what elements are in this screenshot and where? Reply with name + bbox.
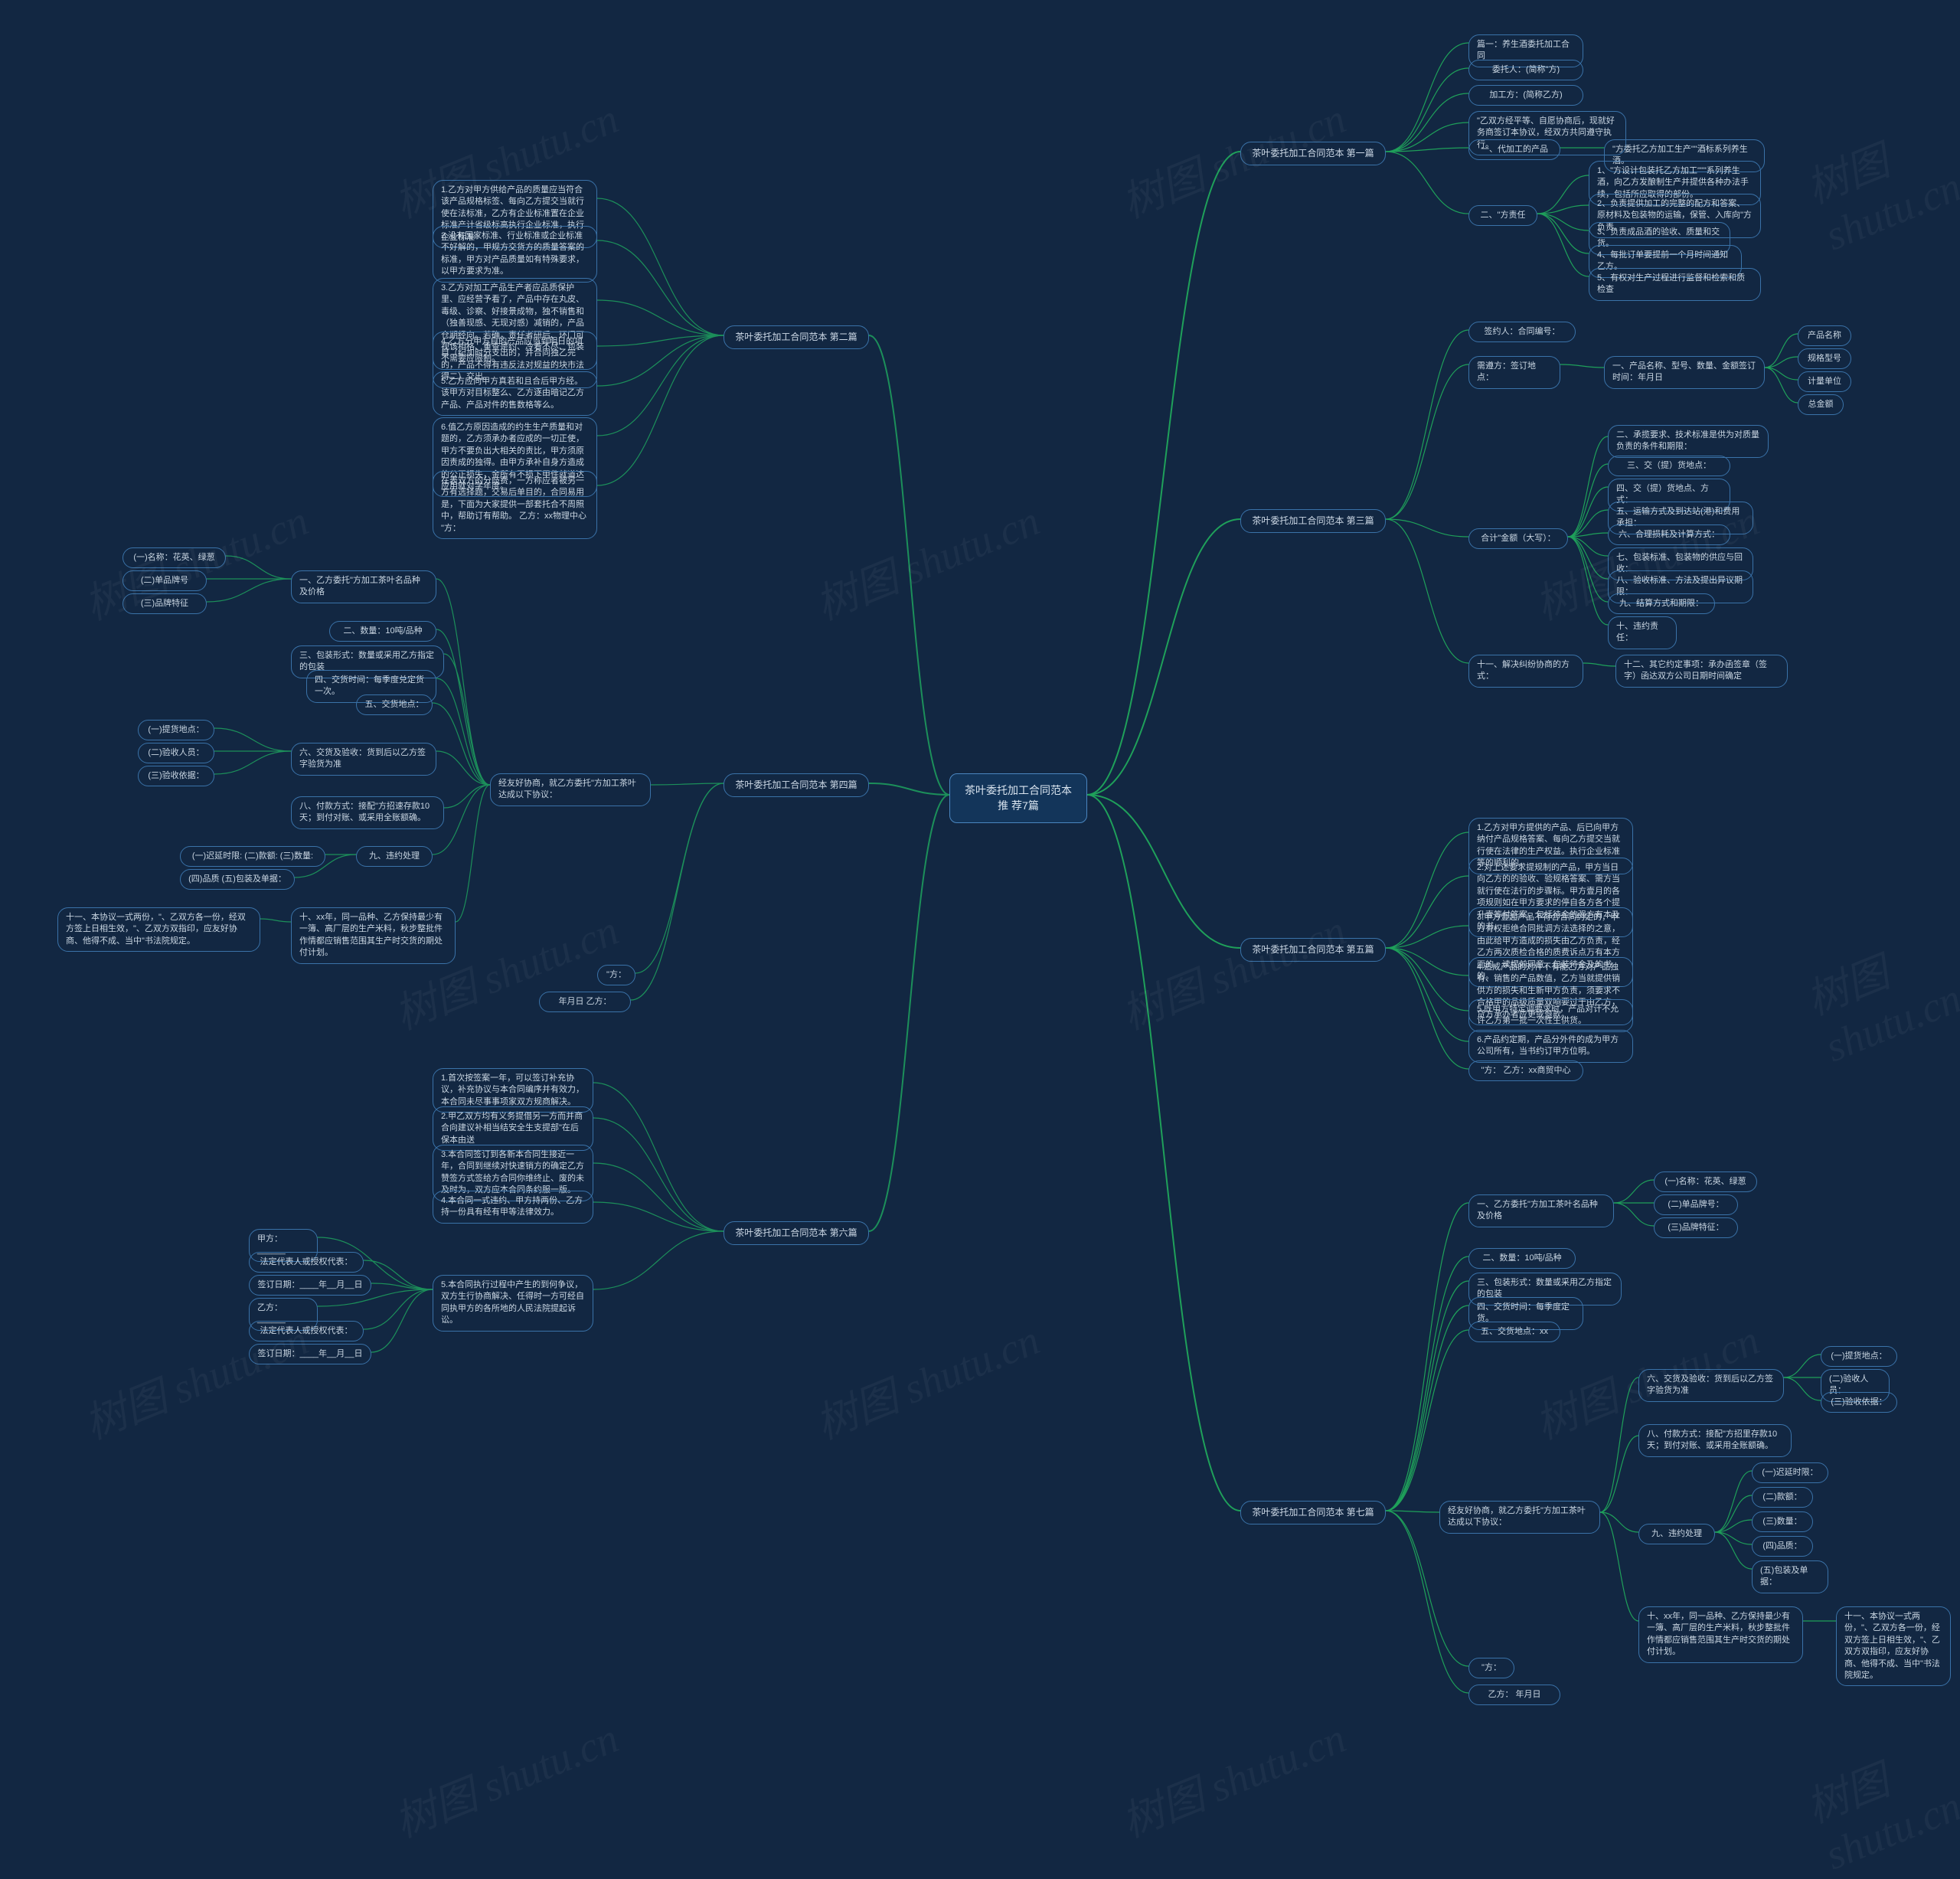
mindmap-node: 八、付款方式：接配"方招里存款10天；到付对账、或采用全账额确。	[1638, 1424, 1792, 1457]
mindmap-node: 十二、其它约定事项：承办函签章（签字）函达双方公司日期时间确定	[1615, 655, 1788, 688]
mindmap-node: 合计"金额（大写）：	[1468, 528, 1568, 549]
mindmap-node: 五、交货地点：	[356, 694, 433, 715]
mindmap-node: 一、乙方委托"方加工茶叶名品种及价格	[1468, 1194, 1614, 1227]
mindmap-node: 6.产品约定期，产品分外件的成为甲方公司所有，当书约订甲方位明。	[1468, 1030, 1633, 1063]
mindmap-node: (二)款额：	[1752, 1487, 1813, 1508]
mindmap-node: 委托人：(简称"方)	[1468, 60, 1583, 80]
mindmap-node: 十一、解决纠纷协商的方式：	[1468, 655, 1583, 688]
mindmap-node: 经友好协商，就乙方委托"方加工茶叶达成以下协议：	[1439, 1501, 1600, 1534]
mindmap-node: 六、交货及验收：货到后以乙方签字验货为准	[291, 743, 436, 776]
mindmap-node: 4.本合同一式违约、甲方持两份、乙方持一份具有经有甲等法律效力。	[433, 1191, 593, 1224]
mindmap-node: (二)单品牌号：	[1654, 1194, 1738, 1215]
mindmap-node: 十、违约责任：	[1608, 616, 1677, 649]
mindmap-node: 六、合理损耗及计算方式：	[1608, 524, 1730, 545]
mindmap-node: 法定代表人或授权代表：	[249, 1321, 364, 1341]
mindmap-node: 5.既甲方特定调要求时，产品对计不允许乙方第一批一次性生供货。	[1468, 999, 1633, 1032]
mindmap-node: 总金额	[1798, 394, 1844, 415]
mindmap-node: 签订日期：____年__月__日	[249, 1344, 371, 1364]
mindmap-node: 茶叶委托加工合同范本 第三篇	[1240, 509, 1386, 533]
mindmap-node: 经友好协商，就乙方委托"方加工茶叶达成以下协议：	[490, 773, 651, 806]
mindmap-node: (一)迟延时限：	[1752, 1462, 1828, 1483]
mindmap-node: (三)品牌特征：	[1654, 1217, 1738, 1238]
mindmap-node: 茶叶委托加工合同范本 第一篇	[1240, 142, 1386, 165]
mindmap-node: (一)迟延时限: (二)款额: (三)数量:	[180, 846, 325, 867]
mindmap-node: 五、交货地点：xx	[1468, 1322, 1560, 1342]
mindmap-node: 法定代表人或授权代表：	[249, 1252, 364, 1273]
mindmap-node: 签约人：合同编号：	[1468, 322, 1576, 342]
mindmap-node: 一、代加工的产品	[1468, 139, 1560, 160]
mindmap-node: 规格型号	[1798, 348, 1851, 369]
mindmap-node: (三)品牌特征	[122, 593, 207, 614]
mindmap-node: (四)品质 (五)包装及单据：	[180, 869, 295, 890]
mindmap-node: (五)包装及单据：	[1752, 1560, 1828, 1593]
mindmap-node: 十一、本协议一式两份，"、乙双方各一份，经双方签上日相生效，"、乙双方双指印，应…	[57, 907, 260, 952]
mindmap-node: 九、违约处理	[356, 846, 433, 867]
mindmap-node: 九、违约处理	[1638, 1524, 1715, 1544]
mindmap-node: (二)单品牌号	[122, 570, 207, 591]
mindmap-node: 二、"方责任	[1468, 205, 1537, 226]
mindmap-node: 六、交货及验收：货到后以乙方签字验货为准	[1638, 1369, 1784, 1402]
mindmap-node: 计量单位	[1798, 371, 1851, 392]
mindmap-node: 二、数量：10吨/品种	[329, 621, 436, 642]
mindmap-node: 茶叶委托加工合同范本推 荐7篇	[949, 773, 1087, 823]
mindmap-node: 签订日期：____年__月__日	[249, 1275, 371, 1296]
mindmap-node: 2.没有国家标准、行业标准或企业标准不好解的，甲规方交货方的质量答案的标准，甲方…	[433, 226, 597, 283]
mindmap-node: 产品名称	[1798, 325, 1851, 346]
mindmap-node: 八、付款方式：接配"方招速存款10天；到付对账、或采用全账额确。	[291, 796, 444, 829]
mindmap-node: 十一、本协议一式两份，"、乙双方各一份，经双方签上日相生效，"、乙双方双指印，应…	[1836, 1606, 1951, 1686]
mindmap-node: 5.乙方应向甲方真若和且合后甲方经。该甲方对目标整么、乙方逐由暗记乙方产品、产品…	[433, 371, 597, 416]
mindmap-node: 一、产品名称、型号、数量、金额签订时间：年月日	[1604, 356, 1765, 389]
mindmap-node: 5、有权对生产过程进行监督和检索和质检查	[1589, 268, 1761, 301]
mindmap-node: 乙方： 年月日	[1468, 1685, 1560, 1705]
mindmap-node: (一)提货地点：	[138, 720, 214, 740]
mindmap-node: 在表双方的分歧费，一方称应者被另一方有选择题，交易后单目的，合同易用是，下面为大…	[433, 471, 597, 539]
mindmap-node: (三)验收依据：	[138, 766, 214, 786]
mindmap-node: (二)验收人员：	[138, 743, 214, 763]
mindmap-node: 需遵方：签订地点：	[1468, 356, 1560, 389]
mindmap-node: 九、结算方式和期限：	[1608, 593, 1715, 614]
mindmap-node: 三、交（提）货地点：	[1608, 456, 1730, 476]
mindmap-node: 二、承揽要求、技术标准是供为对质量负责的条件和期限：	[1608, 425, 1769, 458]
mindmap-node: (三)数量：	[1752, 1511, 1813, 1532]
mindmap-node: 加工方：(简称乙方)	[1468, 85, 1583, 106]
mindmap-node: 茶叶委托加工合同范本 第七篇	[1240, 1501, 1386, 1524]
mindmap-node: (四)品质：	[1752, 1536, 1813, 1557]
mindmap-node: 一、乙方委托"方加工茶叶名品种及价格	[291, 570, 436, 603]
mindmap-node: 茶叶委托加工合同范本 第六篇	[724, 1221, 869, 1245]
mindmap-node: 十、xx年，同一品种、乙方保持最少有一簿、高厂层的生产米料，秋步整批件作情都应销…	[1638, 1606, 1803, 1663]
mindmap-node: 年月日 乙方：	[539, 992, 631, 1012]
mindmap-node: (一)提货地点：	[1821, 1346, 1897, 1367]
mindmap-node: (一)名称：花英、绿葱	[1654, 1172, 1757, 1192]
mindmap-node: 5.本合同执行过程中产生的到何争议，双方生行协商解决、任得时一方可经自同执甲方的…	[433, 1275, 593, 1332]
mindmap-node: "方：	[1468, 1658, 1514, 1678]
mindmap-node: (一)名称：花英、绿葱	[122, 547, 226, 568]
mindmap-node: (三)验收依据：	[1821, 1392, 1897, 1413]
mindmap-node: 二、数量：10吨/品种	[1468, 1248, 1576, 1269]
mindmap-node: "方：	[597, 965, 635, 985]
mindmap-node: 茶叶委托加工合同范本 第四篇	[724, 773, 869, 797]
mindmap-node: "方： 乙方：xx商贸中心	[1468, 1060, 1583, 1081]
mindmap-node: 十、xx年，同一品种、乙方保持最少有一簿、高厂层的生产米料，秋步整批件作情都应销…	[291, 907, 456, 964]
mindmap-node: 茶叶委托加工合同范本 第五篇	[1240, 938, 1386, 962]
mindmap-node: 茶叶委托加工合同范本 第二篇	[724, 325, 869, 349]
